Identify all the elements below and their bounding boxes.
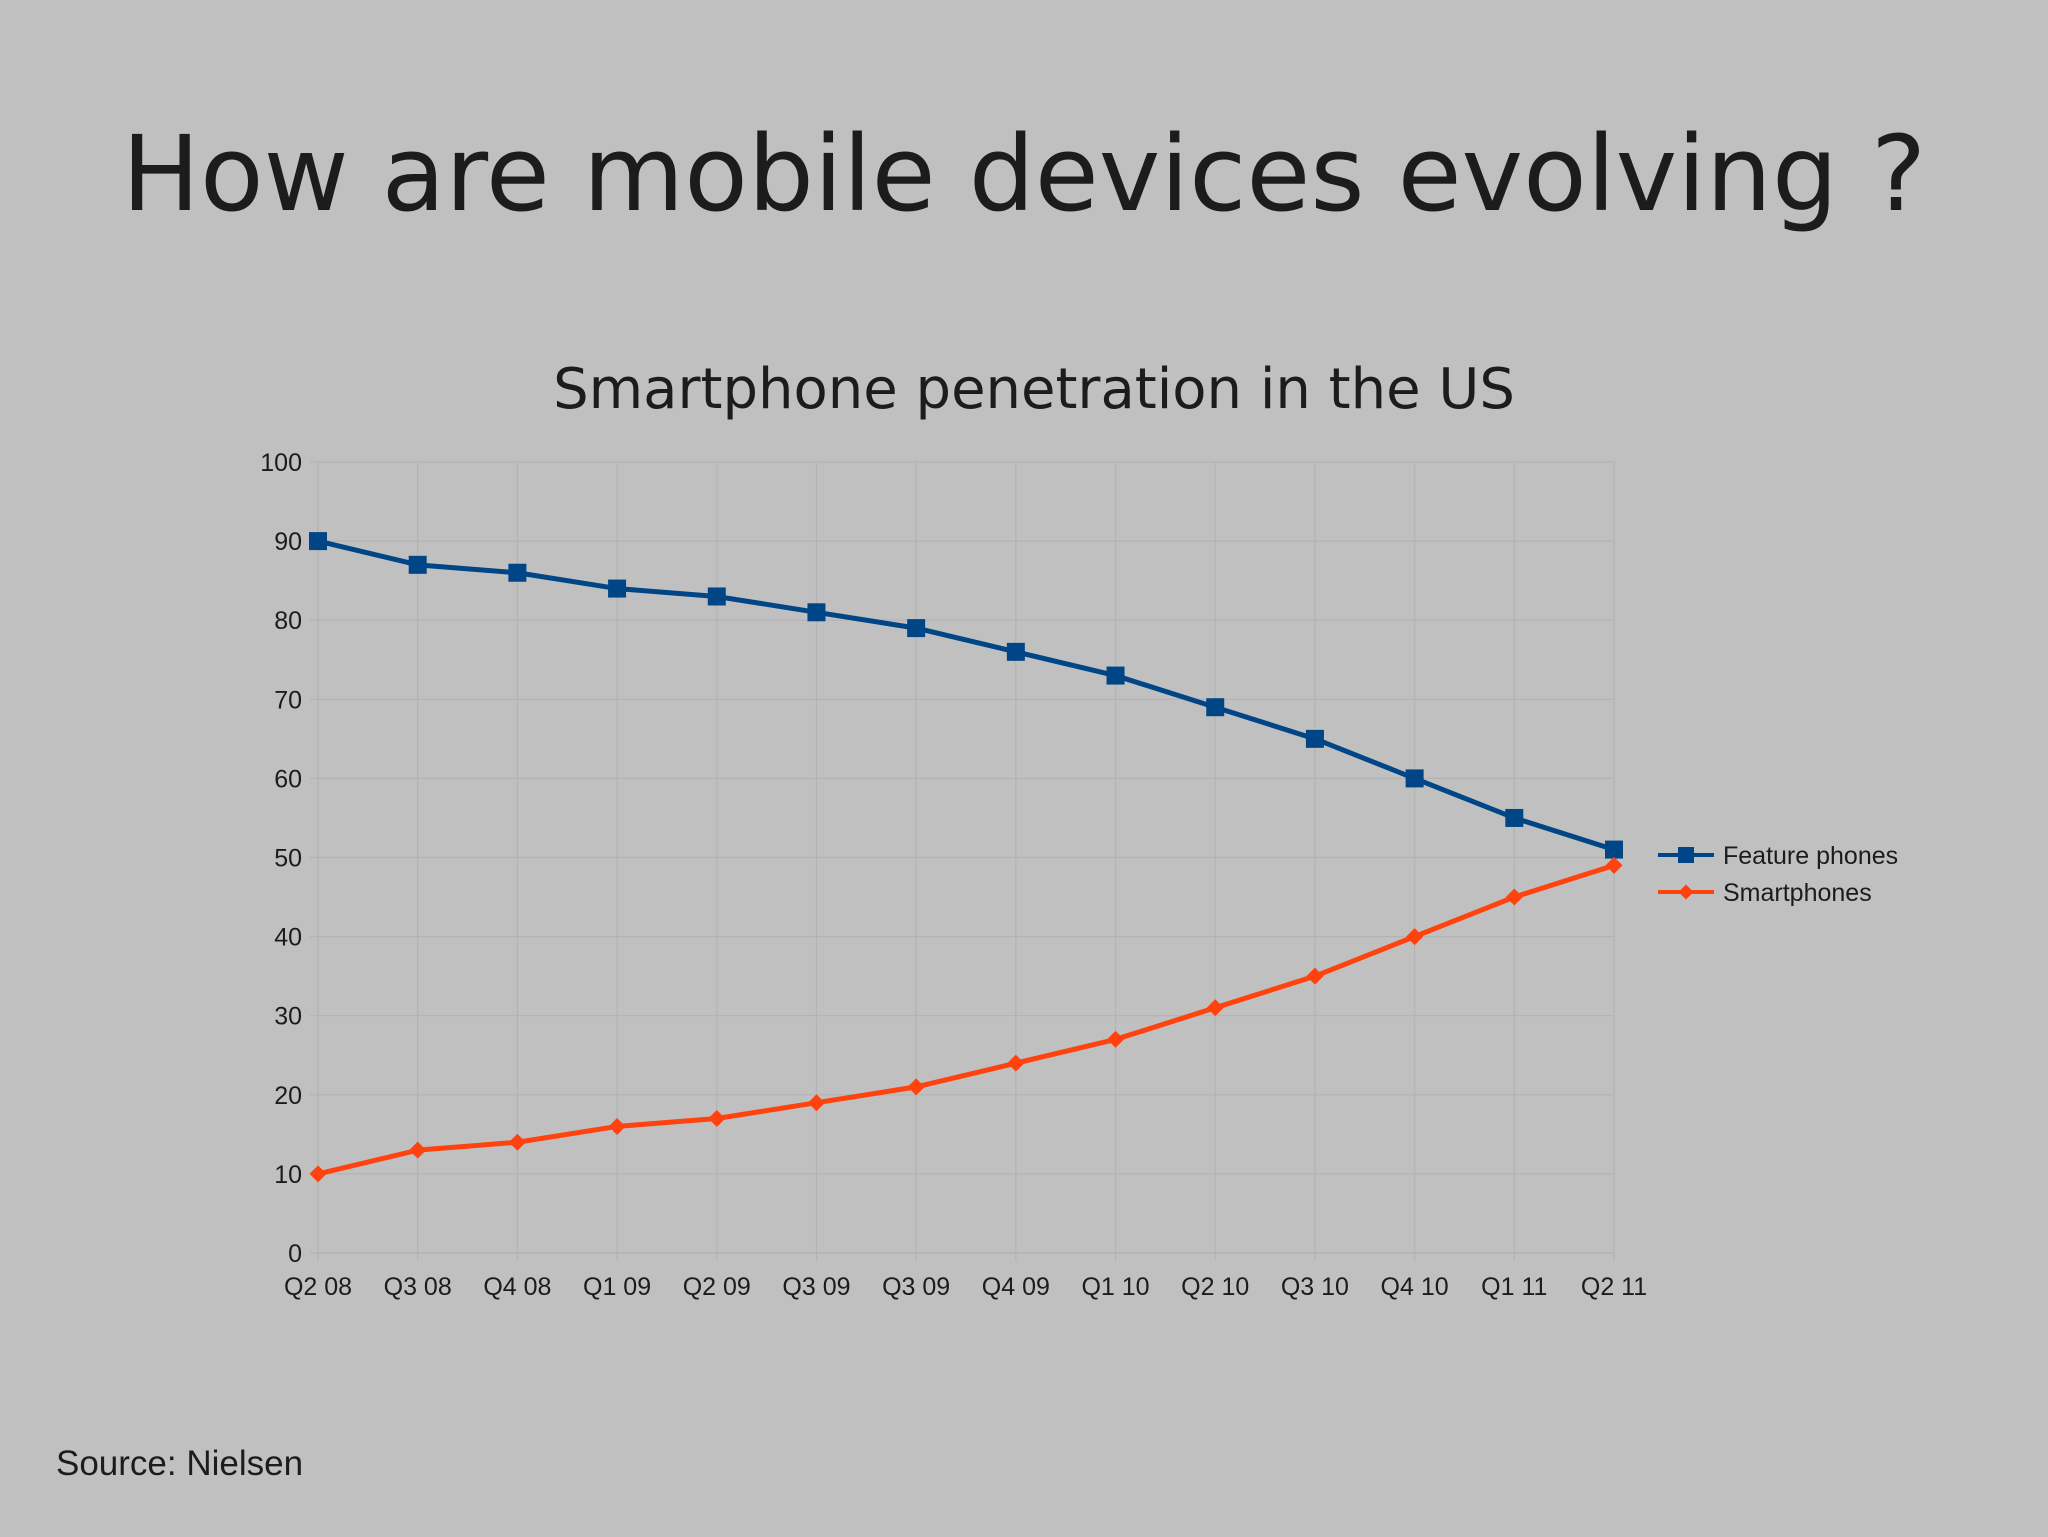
series-feature-phones [309, 532, 1623, 859]
x-tick-label: Q1 10 [1081, 1273, 1149, 1301]
y-tick-label: 50 [274, 845, 302, 873]
data-point-feature-phones [309, 532, 327, 551]
data-point-smartphones [409, 1141, 427, 1159]
chart-title: Smartphone penetration in the US [553, 357, 1515, 422]
slide-title: How are mobile devices evolving ? [121, 113, 1927, 235]
data-point-smartphones [708, 1110, 726, 1128]
x-tick-label: Q2 08 [284, 1273, 352, 1301]
gridlines [318, 461, 1615, 1253]
x-tick-label: Q4 10 [1381, 1273, 1449, 1301]
y-tick-label: 10 [274, 1161, 302, 1189]
x-tick-labels: Q2 08 Q3 08 Q4 08 Q1 09 Q2 09 Q3 09 Q3 09 Q4 09… [284, 1273, 1647, 1301]
y-tick-label: 60 [274, 765, 302, 793]
y-tick-label: 70 [274, 686, 302, 714]
source-note: Source: Nielsen [56, 1444, 304, 1483]
legend-item-feature-phones: Feature phones [1658, 842, 1898, 870]
y-tick-label: 100 [260, 449, 302, 477]
legend-marker [1678, 847, 1694, 863]
x-tick-label: Q2 09 [683, 1273, 751, 1301]
legend-label: Feature phones [1723, 842, 1898, 870]
series-smartphones [309, 856, 1623, 1183]
data-point-feature-phones [408, 555, 427, 574]
x-tick-label: Q4 08 [483, 1273, 551, 1301]
legend-item-smartphones: Smartphones [1658, 879, 1872, 907]
data-point-smartphones [807, 1094, 825, 1112]
y-tick-label: 90 [274, 528, 302, 556]
data-point-feature-phones [1006, 642, 1025, 661]
data-point-smartphones [1206, 999, 1224, 1017]
data-point-smartphones [1007, 1054, 1025, 1072]
data-point-feature-phones [707, 587, 726, 606]
data-point-smartphones [608, 1117, 626, 1135]
data-point-smartphones [1505, 888, 1523, 906]
data-point-feature-phones [1405, 769, 1424, 788]
data-point-smartphones [309, 1165, 327, 1183]
x-tick-label: Q2 11 [1581, 1273, 1647, 1301]
y-tick-label: 20 [274, 1082, 302, 1110]
data-point-feature-phones [1305, 729, 1324, 748]
data-point-feature-phones [1206, 698, 1225, 717]
data-point-feature-phones [807, 603, 826, 622]
y-tick-label: 30 [274, 1003, 302, 1031]
data-point-feature-phones [907, 619, 926, 638]
series-line-smartphones [315, 862, 1617, 1177]
data-point-feature-phones [508, 563, 527, 582]
series [309, 532, 1623, 1183]
x-tick-label: Q1 11 [1481, 1273, 1547, 1301]
legend: Feature phones Smartphones [1658, 842, 1898, 907]
series-line-feature-phones [315, 538, 1617, 853]
legend-marker [1678, 884, 1694, 900]
data-point-feature-phones [1106, 666, 1125, 685]
x-tick-label: Q1 09 [583, 1273, 651, 1301]
data-point-smartphones [1605, 856, 1623, 874]
data-point-smartphones [907, 1078, 925, 1096]
data-point-smartphones [508, 1133, 526, 1151]
data-point-feature-phones [1505, 808, 1524, 827]
x-tick-label: Q3 09 [782, 1273, 850, 1301]
y-tick-labels: 0 10 20 30 40 50 60 70 80 90 100 [260, 449, 302, 1268]
data-point-smartphones [1306, 967, 1324, 985]
y-tick-label: 80 [274, 607, 302, 635]
data-point-smartphones [1107, 1030, 1125, 1048]
y-tick-label: 40 [274, 924, 302, 952]
x-tick-label: Q4 09 [982, 1273, 1050, 1301]
x-tick-label: Q3 09 [882, 1273, 950, 1301]
data-point-smartphones [1406, 928, 1424, 946]
data-point-feature-phones [1605, 840, 1623, 859]
y-tick-label: 0 [288, 1240, 302, 1268]
legend-label: Smartphones [1723, 879, 1872, 907]
x-tick-label: Q2 10 [1181, 1273, 1249, 1301]
x-tick-label: Q3 08 [384, 1273, 452, 1301]
x-tick-label: Q3 10 [1281, 1273, 1349, 1301]
data-point-feature-phones [608, 579, 627, 598]
